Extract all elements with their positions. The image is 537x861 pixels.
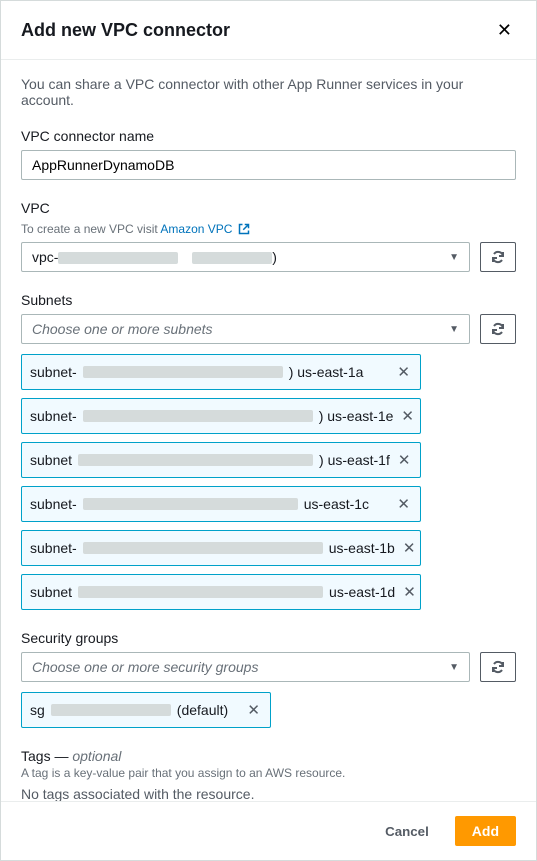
chevron-down-icon: ▼ — [449, 662, 459, 673]
token-remove-button[interactable]: ✕ — [245, 699, 262, 721]
redacted-text — [78, 586, 323, 598]
close-icon: ✕ — [397, 364, 410, 381]
tags-empty: No tags associated with the resource. — [21, 786, 516, 801]
security-group-tokens: sg (default) ✕ — [21, 692, 516, 728]
token-remove-button[interactable]: ✕ — [401, 581, 418, 603]
subnet-token: subnet-us-east-1b ✕ — [21, 530, 421, 566]
subnet-token: subnet- ) us-east-1e ✕ — [21, 398, 421, 434]
subnet-tokens: subnet- ) us-east-1a ✕ subnet- ) us-east-1e ✕… — [21, 354, 516, 610]
modal-description: You can share a VPC connector with other… — [21, 76, 516, 108]
redacted-text — [83, 410, 313, 422]
vpc-selected-value: vpc- ) — [32, 249, 277, 265]
security-groups-field: Security groups Choose one or more secur… — [21, 630, 516, 728]
close-button[interactable]: ✕ — [493, 17, 516, 43]
subnets-refresh-button[interactable] — [480, 314, 516, 344]
subnet-token: subnet ) us-east-1f ✕ — [21, 442, 421, 478]
token-prefix: subnet- — [30, 540, 77, 556]
subnet-token: subnet- ) us-east-1a ✕ — [21, 354, 421, 390]
chevron-down-icon: ▼ — [449, 252, 459, 263]
token-zone: ) us-east-1a — [289, 364, 364, 380]
refresh-icon — [490, 659, 506, 675]
refresh-icon — [490, 249, 506, 265]
vpc-label: VPC — [21, 200, 516, 216]
security-groups-select[interactable]: Choose one or more security groups ▼ — [21, 652, 470, 682]
security-groups-refresh-button[interactable] — [480, 652, 516, 682]
token-prefix: subnet- — [30, 364, 77, 380]
redacted-text — [83, 366, 283, 378]
tags-title: Tags — optional — [21, 748, 516, 764]
connector-name-label: VPC connector name — [21, 128, 516, 144]
token-remove-button[interactable]: ✕ — [395, 361, 412, 383]
vpc-refresh-button[interactable] — [480, 242, 516, 272]
token-prefix: subnet- — [30, 496, 77, 512]
token-prefix: sg — [30, 702, 45, 718]
token-zone: us-east-1b — [329, 540, 395, 556]
close-icon: ✕ — [403, 540, 416, 557]
close-icon: ✕ — [398, 452, 411, 469]
modal-title: Add new VPC connector — [21, 20, 230, 41]
vpc-field: VPC To create a new VPC visit Amazon VPC… — [21, 200, 516, 272]
close-icon: ✕ — [401, 408, 414, 425]
vpc-hint: To create a new VPC visit Amazon VPC — [21, 222, 516, 236]
close-icon: ✕ — [403, 584, 416, 601]
subnets-select[interactable]: Choose one or more subnets ▼ — [21, 314, 470, 344]
modal-header: Add new VPC connector ✕ — [1, 1, 536, 60]
security-group-token: sg (default) ✕ — [21, 692, 271, 728]
subnets-field: Subnets Choose one or more subnets ▼ sub… — [21, 292, 516, 610]
token-remove-button[interactable]: ✕ — [401, 537, 418, 559]
close-icon: ✕ — [397, 496, 410, 513]
redacted-text — [83, 498, 298, 510]
token-zone: ) us-east-1e — [319, 408, 394, 424]
add-button[interactable]: Add — [455, 816, 516, 846]
tags-field: Tags — optional A tag is a key-value pai… — [21, 748, 516, 801]
security-groups-label: Security groups — [21, 630, 516, 646]
token-zone: ) us-east-1f — [319, 452, 390, 468]
amazon-vpc-link[interactable]: Amazon VPC — [160, 222, 249, 236]
token-prefix: subnet — [30, 584, 72, 600]
chevron-down-icon: ▼ — [449, 324, 459, 335]
subnet-token: subnet-us-east-1c ✕ — [21, 486, 421, 522]
token-suffix: (default) — [177, 702, 228, 718]
token-zone: us-east-1c — [304, 496, 369, 512]
security-groups-placeholder: Choose one or more security groups — [32, 659, 258, 675]
redacted-text — [51, 704, 171, 716]
token-zone: us-east-1d — [329, 584, 395, 600]
close-icon: ✕ — [497, 20, 512, 40]
tags-hint: A tag is a key-value pair that you assig… — [21, 766, 516, 780]
refresh-icon — [490, 321, 506, 337]
redacted-text — [83, 542, 323, 554]
token-remove-button[interactable]: ✕ — [395, 493, 412, 515]
connector-name-field: VPC connector name — [21, 128, 516, 180]
connector-name-input[interactable] — [21, 150, 516, 180]
subnet-token: subnet us-east-1d ✕ — [21, 574, 421, 610]
subnets-placeholder: Choose one or more subnets — [32, 321, 213, 337]
token-prefix: subnet — [30, 452, 72, 468]
modal-footer: Cancel Add — [1, 801, 536, 860]
subnets-label: Subnets — [21, 292, 516, 308]
token-prefix: subnet- — [30, 408, 77, 424]
cancel-button[interactable]: Cancel — [369, 816, 445, 846]
token-remove-button[interactable]: ✕ — [399, 405, 416, 427]
modal-body: You can share a VPC connector with other… — [1, 60, 536, 801]
token-remove-button[interactable]: ✕ — [396, 449, 413, 471]
redacted-text — [58, 252, 178, 264]
redacted-text — [192, 252, 272, 264]
redacted-text — [78, 454, 313, 466]
vpc-select[interactable]: vpc- ) ▼ — [21, 242, 470, 272]
external-link-icon — [238, 223, 250, 235]
close-icon: ✕ — [247, 702, 260, 719]
vpc-connector-modal: Add new VPC connector ✕ You can share a … — [0, 0, 537, 861]
